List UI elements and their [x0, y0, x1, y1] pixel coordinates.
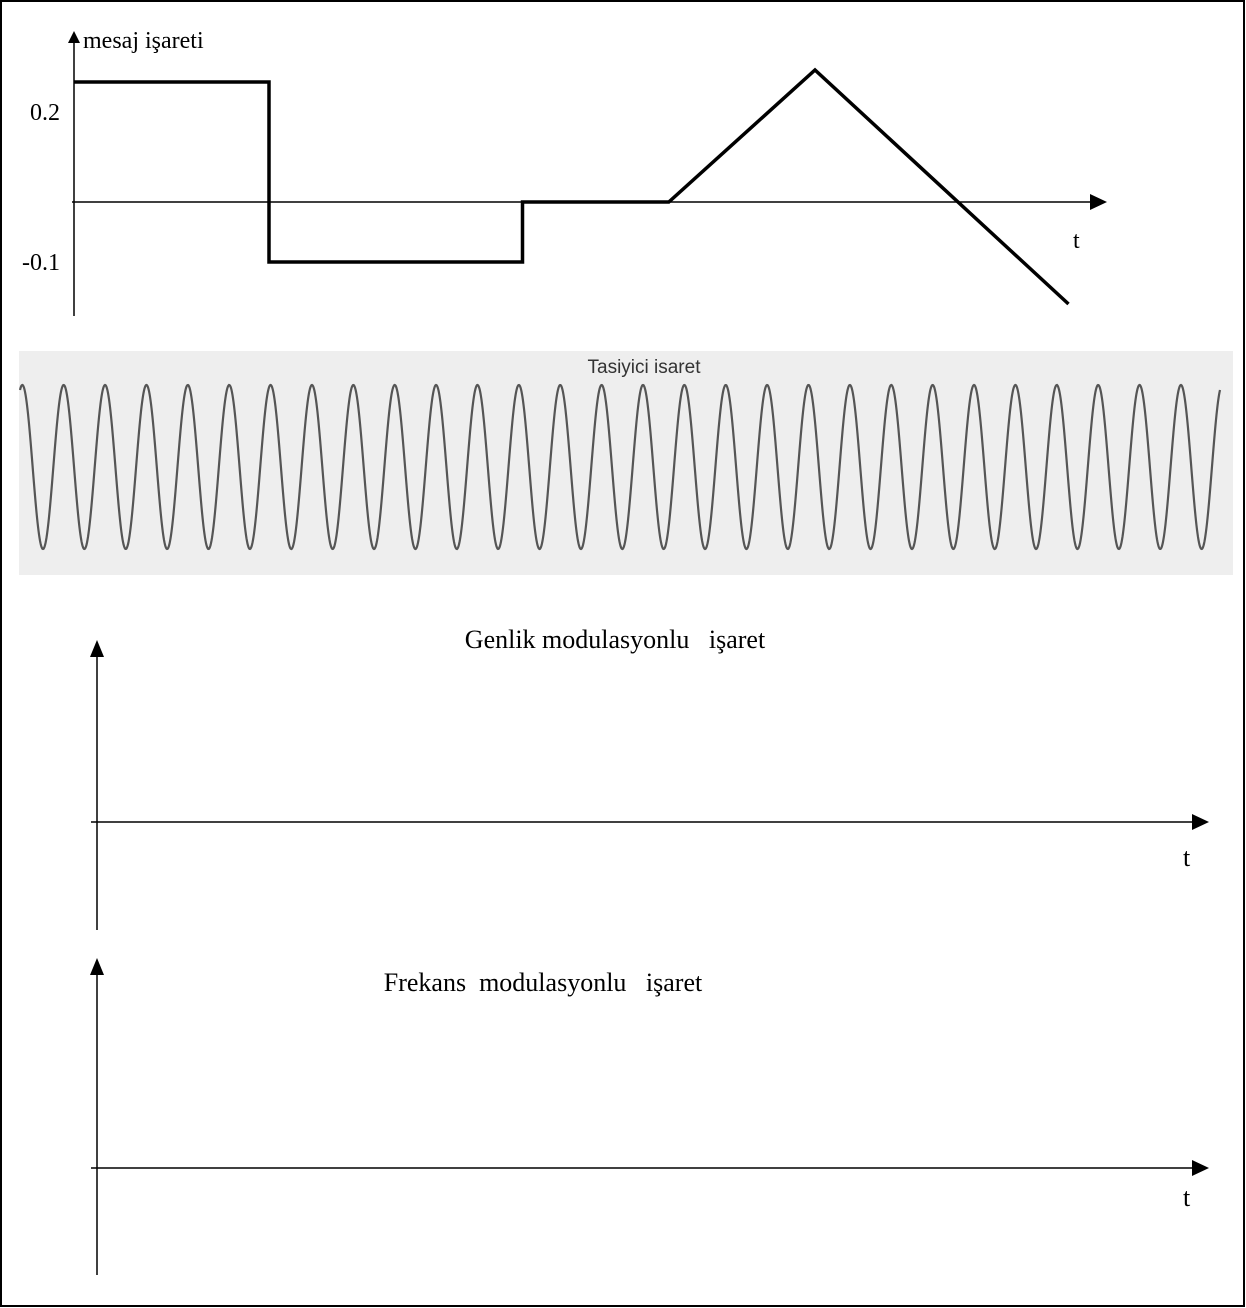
- message-x-axis-label: t: [1073, 228, 1080, 254]
- message-signal-line: [74, 67, 1070, 306]
- am-x-axis-label: t: [1183, 843, 1191, 872]
- fm-plot: Frekans modulasyonlu işaret t: [90, 958, 1209, 1275]
- message-y-axis-label: mesaj işareti: [83, 28, 204, 54]
- am-plot: Genlik modulasyonlu işaret t: [90, 625, 1209, 930]
- message-plot: mesaj işareti t 0.2 -0.1: [22, 28, 1107, 316]
- tick-label-0.2: 0.2: [30, 100, 60, 126]
- am-y-arrow-icon: [90, 640, 104, 657]
- fm-x-arrow-icon: [1192, 1160, 1209, 1176]
- tick-label--0.1: -0.1: [22, 250, 60, 276]
- fm-x-axis-label: t: [1183, 1183, 1191, 1212]
- carrier-signal-wave: [18, 383, 1222, 551]
- fm-plot-title: Frekans modulasyonlu işaret: [384, 968, 703, 997]
- message-x-arrow-icon: [1090, 194, 1107, 210]
- message-y-arrow-icon: [68, 31, 80, 43]
- carrier-plot-title: Tasiyici isaret: [588, 357, 702, 378]
- am-plot-title: Genlik modulasyonlu işaret: [465, 625, 766, 654]
- fm-y-arrow-icon: [90, 958, 104, 975]
- carrier-plot: Tasiyici isaret: [18, 351, 1233, 575]
- am-x-arrow-icon: [1192, 814, 1209, 830]
